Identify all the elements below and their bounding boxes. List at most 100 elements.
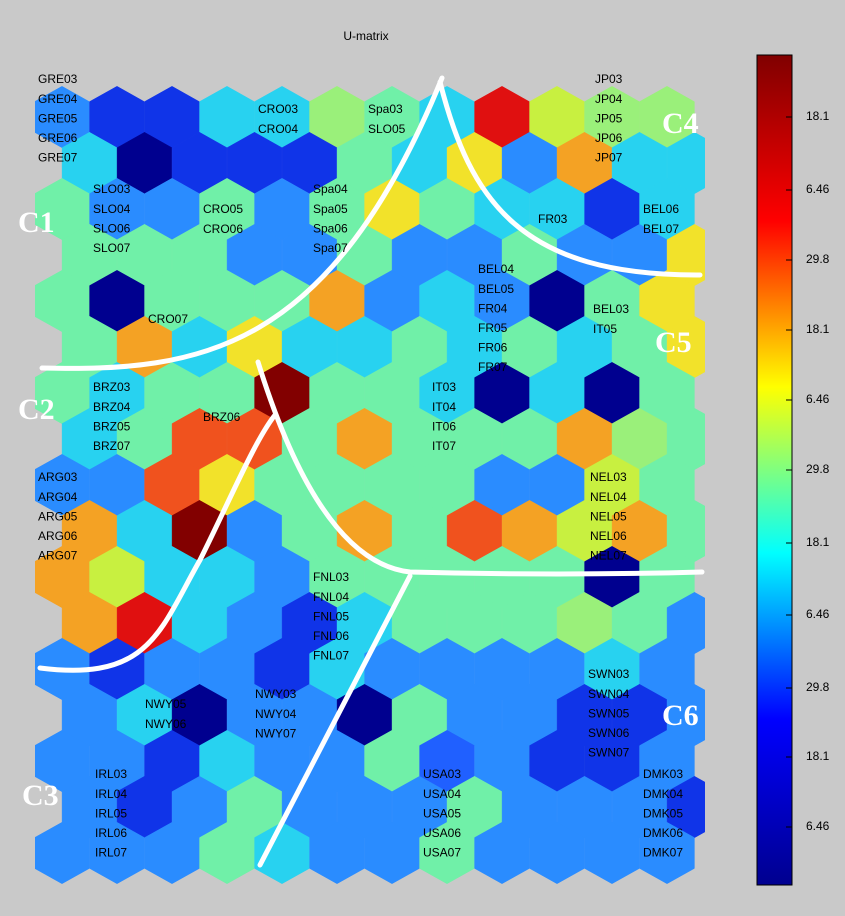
node-label: NWY06 (145, 717, 187, 731)
node-label: FR04 (478, 301, 508, 315)
colorbar-label: 29.8 (806, 252, 830, 266)
node-label: FR05 (478, 321, 508, 335)
cluster-label: C4 (662, 107, 699, 140)
node-label: NEL03 (590, 470, 627, 484)
node-label: SLO04 (93, 202, 131, 216)
node-label: IRL04 (95, 787, 127, 801)
node-label: FR07 (478, 360, 508, 374)
colorbar-label: 18.1 (806, 109, 830, 123)
node-label: CRO04 (258, 122, 298, 136)
node-label: DMK04 (643, 787, 683, 801)
node-label: DMK03 (643, 767, 683, 781)
node-label: IT05 (593, 322, 617, 336)
node-label: Spa04 (313, 182, 348, 196)
cluster-label: C2 (18, 393, 55, 426)
node-label: ARG06 (38, 529, 78, 543)
node-label: IT03 (432, 380, 456, 394)
node-label: SLO07 (93, 241, 131, 255)
node-label: NWY04 (255, 707, 297, 721)
hex-grid (35, 86, 705, 884)
node-label: JP05 (595, 111, 623, 125)
cluster-label: C3 (22, 779, 59, 812)
node-label: NWY03 (255, 687, 297, 701)
colorbar-label: 6.46 (806, 182, 830, 196)
hex-cell (639, 822, 695, 884)
node-label: IRL07 (95, 846, 127, 860)
node-label: BRZ05 (93, 419, 131, 433)
node-label: CRO07 (148, 312, 188, 326)
node-label: FNL04 (313, 590, 349, 604)
node-label: Spa05 (313, 202, 348, 216)
boundary (37, 412, 278, 673)
node-label: DMK05 (643, 806, 683, 820)
node-label: FR06 (478, 341, 508, 355)
node-label: JP03 (595, 72, 623, 86)
node-label: GRE07 (38, 151, 78, 165)
node-label: GRE03 (38, 72, 78, 86)
node-label: NWY05 (145, 697, 187, 711)
node-label: FNL06 (313, 629, 349, 643)
node-label: Spa03 (368, 102, 403, 116)
boundary (257, 573, 413, 868)
node-label: BRZ07 (93, 439, 131, 453)
node-label: IT06 (432, 419, 456, 433)
boundaries (37, 75, 705, 868)
node-label: NEL07 (590, 549, 627, 563)
node-label: IRL05 (95, 806, 127, 820)
colorbar-label: 18.1 (806, 535, 830, 549)
cluster-label: C5 (655, 326, 692, 359)
node-label: ARG07 (38, 549, 78, 563)
node-label: JP07 (595, 151, 623, 165)
node-label: USA05 (423, 806, 461, 820)
node-label: NEL06 (590, 529, 627, 543)
node-label: SWN04 (588, 687, 630, 701)
colorbar-label: 6.46 (806, 819, 830, 833)
node-label: GRE04 (38, 92, 78, 106)
node-label: USA07 (423, 846, 461, 860)
colorbar-label: 29.8 (806, 680, 830, 694)
node-label: CRO03 (258, 102, 298, 116)
node-label: ARG03 (38, 470, 78, 484)
node-label: JP06 (595, 131, 623, 145)
node-label: BEL05 (478, 282, 514, 296)
node-label: DMK06 (643, 826, 683, 840)
boundary (437, 79, 703, 278)
node-label: USA06 (423, 826, 461, 840)
node-label: BRZ06 (203, 410, 241, 424)
node-label: CRO05 (203, 202, 243, 216)
node-label: GRE05 (38, 111, 78, 125)
node-label: BRZ04 (93, 400, 131, 414)
title: U-matrix (343, 29, 388, 43)
node-label: Spa06 (313, 221, 348, 235)
node-label: CRO06 (203, 222, 243, 236)
node-label: SWN05 (588, 706, 630, 720)
node-label: BEL06 (643, 202, 679, 216)
node-label: USA03 (423, 767, 461, 781)
labels: GRE03 GRE04 GRE05 GRE06 GRE07 CRO03 CRO04 Spa03… (18, 72, 699, 859)
colorbar-label: 29.8 (806, 462, 830, 476)
node-label: IRL03 (95, 767, 127, 781)
node-label: FNL07 (313, 649, 349, 663)
boundary (255, 359, 705, 577)
cluster-label: C6 (662, 699, 699, 732)
colorbar-label: 6.46 (806, 607, 830, 621)
node-label: USA04 (423, 787, 461, 801)
node-label: SWN06 (588, 726, 630, 740)
node-label: FR03 (538, 212, 568, 226)
node-label: SWN07 (588, 746, 630, 760)
boundary (39, 75, 445, 371)
node-label: ARG05 (38, 509, 78, 523)
node-label: IT04 (432, 400, 456, 414)
colorbar-label: 18.1 (806, 322, 830, 336)
node-label: NEL04 (590, 490, 627, 504)
node-label: ARG04 (38, 490, 78, 504)
node-label: FNL05 (313, 609, 349, 623)
node-label: GRE06 (38, 131, 78, 145)
colorbar-label: 18.1 (806, 749, 830, 763)
node-label: BRZ03 (93, 380, 131, 394)
colorbar-label: 6.46 (806, 392, 830, 406)
node-label: IT07 (432, 439, 456, 453)
node-label: SLO05 (368, 122, 406, 136)
node-label: JP04 (595, 92, 623, 106)
